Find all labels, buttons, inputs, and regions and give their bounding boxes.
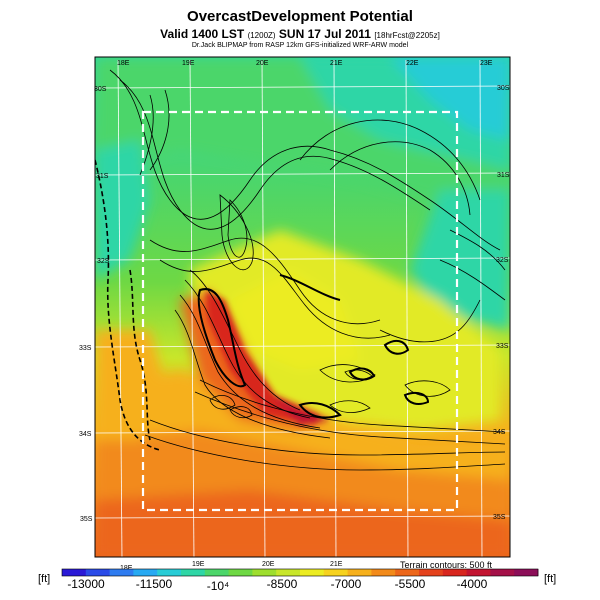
colorbar-swatch bbox=[85, 569, 110, 576]
colorbar-swatch bbox=[490, 569, 515, 576]
grid-labels: 18E 19E 20E 21E 22E 23E 18E 19E 20E 21E … bbox=[79, 60, 510, 572]
map-title: OvercastDevelopment Potential bbox=[187, 8, 413, 25]
lon-label-top: 22E bbox=[406, 60, 419, 67]
forecast-info: [18hrFcst@2205z] bbox=[374, 31, 440, 40]
lon-label-top: 20E bbox=[256, 60, 269, 67]
lat-label-right: 31S bbox=[497, 172, 510, 179]
colorbar-swatch bbox=[419, 569, 444, 576]
colorbar-swatch bbox=[157, 569, 182, 576]
lat-label-left: 35S bbox=[80, 516, 93, 523]
model-source: Dr.Jack BLIPMAP from RASP 12km GFS-initi… bbox=[191, 42, 409, 49]
colorbar-swatch bbox=[276, 569, 301, 576]
lon-label-bottom: 19E bbox=[192, 561, 205, 568]
colorbar-unit-right: [ft] bbox=[544, 573, 557, 585]
lat-label-right: 35S bbox=[493, 514, 506, 521]
lon-label-top: 18E bbox=[117, 60, 130, 67]
lat-label-left: 34S bbox=[79, 431, 92, 438]
terrain-contour-note: Terrain contours: 500 ft bbox=[400, 560, 493, 570]
colorbar-swatch bbox=[442, 569, 467, 576]
colorbar-swatch bbox=[109, 569, 134, 576]
lon-label-top: 21E bbox=[330, 60, 343, 67]
terrain-contours bbox=[95, 69, 506, 471]
colorbar-swatch bbox=[514, 569, 539, 576]
colorbar-swatch bbox=[371, 569, 396, 576]
lon-label-bottom: 20E bbox=[262, 561, 275, 568]
colorbar-tick-label: -8500 bbox=[266, 577, 298, 591]
colorbar-swatch bbox=[133, 569, 158, 576]
map-subtitle: Valid 1400 LST (1200Z) SUN 17 Jul 2011 [… bbox=[0, 27, 600, 41]
lon-label-top: 23E bbox=[480, 60, 493, 67]
lat-label-right: 32S bbox=[496, 257, 509, 264]
colorbar-tick-label: -11500 bbox=[135, 577, 173, 591]
lat-label-left: 33S bbox=[79, 345, 92, 352]
lon-label-bottom: 21E bbox=[330, 561, 343, 568]
lon-label-bottom: 18E bbox=[120, 565, 133, 572]
valid-date: SUN 17 Jul 2011 bbox=[278, 27, 371, 41]
lat-label-right: 30S bbox=[497, 85, 510, 92]
lon-label-top: 19E bbox=[182, 60, 195, 67]
colorbar-swatch bbox=[181, 569, 206, 576]
lat-label-right: 33S bbox=[496, 343, 509, 350]
colorbar-swatch bbox=[252, 569, 277, 576]
lat-lon-grid bbox=[95, 59, 510, 557]
colorbar-tick-label: -10⁴ bbox=[206, 579, 230, 593]
colorbar-swatch bbox=[347, 569, 372, 576]
overcast-field bbox=[95, 57, 510, 557]
colorbar-unit-left: [ft] bbox=[38, 573, 51, 585]
colorbar-swatch bbox=[466, 569, 491, 576]
colorbar-tick-label: -4000 bbox=[456, 577, 488, 591]
colorbar-frame bbox=[61, 568, 539, 577]
colorbar-swatch bbox=[323, 569, 348, 576]
lat-label-right: 34S bbox=[493, 429, 506, 436]
colorbar bbox=[61, 568, 539, 577]
colorbar-swatch bbox=[204, 569, 229, 576]
colorbar-swatch bbox=[228, 569, 253, 576]
lat-label-left: 30S bbox=[94, 86, 107, 93]
inner-domain-box bbox=[141, 110, 459, 512]
valid-utc: (1200Z) bbox=[247, 31, 276, 40]
lat-label-left: 31S bbox=[96, 173, 109, 180]
map-frame bbox=[94, 56, 511, 558]
colorbar-tick-label: -7000 bbox=[330, 577, 362, 591]
colorbar-swatch bbox=[62, 569, 87, 576]
valid-time: Valid 1400 LST bbox=[160, 27, 245, 41]
colorbar-tick-label: -5500 bbox=[394, 577, 426, 591]
colorbar-swatch bbox=[395, 569, 420, 576]
lat-label-left: 32S bbox=[97, 258, 110, 265]
colorbar-swatch bbox=[300, 569, 325, 576]
colorbar-tick-label: -13000 bbox=[67, 577, 105, 591]
